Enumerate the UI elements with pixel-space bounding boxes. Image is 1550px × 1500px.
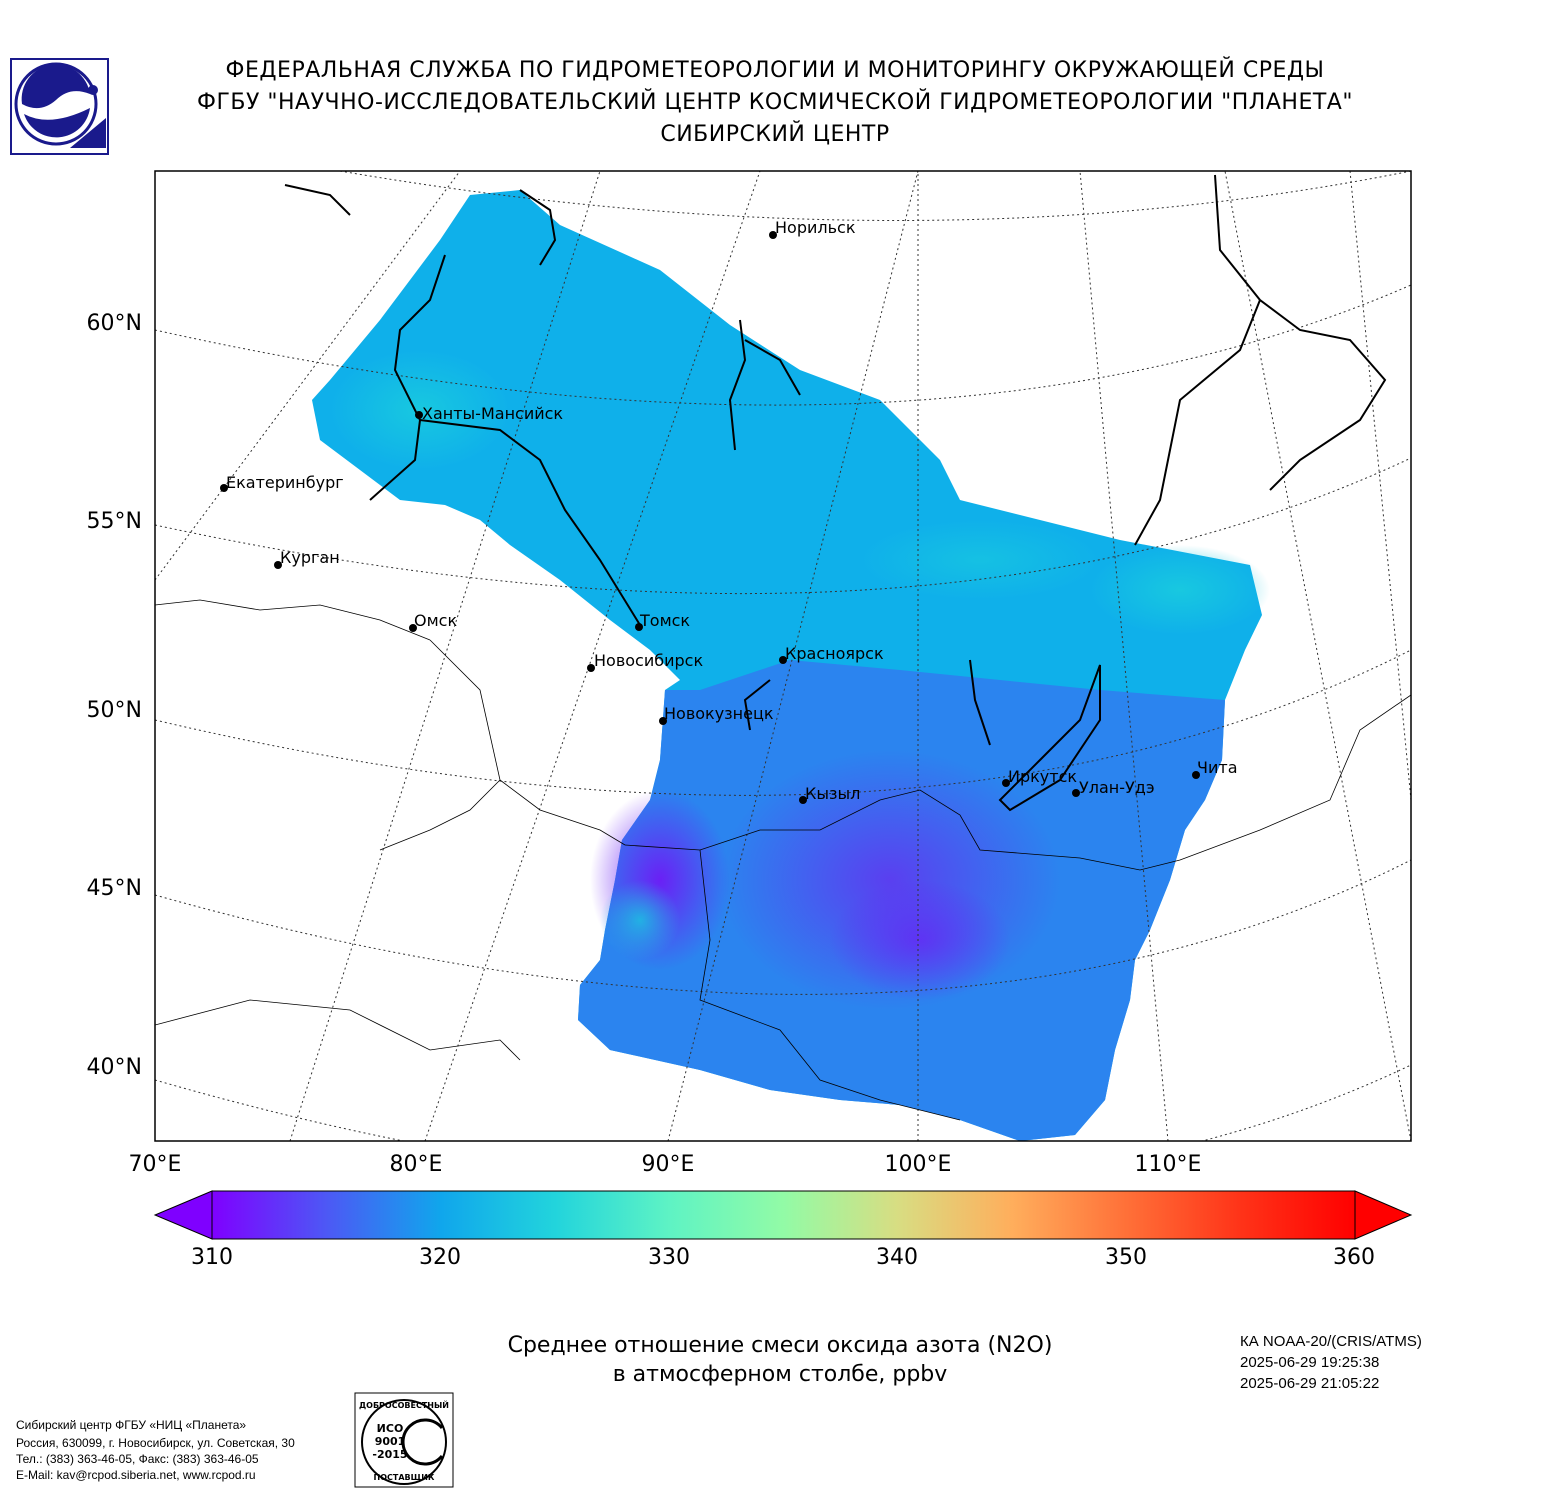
lon-label-100: 100°E	[884, 1152, 952, 1177]
footer-phone: Тел.: (383) 363-46-05, Факс: (383) 363-4…	[16, 1452, 259, 1466]
header-line-1: ФЕДЕРАЛЬНАЯ СЛУЖБА ПО ГИДРОМЕТЕОРОЛОГИИ …	[225, 58, 1325, 83]
colorbar-tick-360: 360	[1333, 1245, 1375, 1270]
colorbar	[153, 1190, 1413, 1240]
header-line-2: ФГБУ "НАУЧНО-ИССЛЕДОВАТЕЛЬСКИЙ ЦЕНТР КОС…	[197, 90, 1353, 115]
colorbar-tick-310: 310	[191, 1245, 233, 1270]
city-dot	[659, 717, 667, 725]
city-dot	[1002, 779, 1010, 787]
lon-label-70: 70°E	[128, 1152, 182, 1177]
city-label-kurgan: Курган	[280, 548, 340, 567]
satellite-name: КА NOAA-20/(CRIS/ATMS)	[1240, 1333, 1422, 1350]
city-label-norilsk: Норильск	[775, 218, 856, 237]
city-label-ekaterinburg: Екатеринбург	[226, 473, 344, 492]
city-dot	[409, 624, 417, 632]
lon-label-90: 90°E	[641, 1152, 695, 1177]
map-frame	[154, 170, 1412, 1142]
svg-text:ИСО: ИСО	[377, 1422, 404, 1435]
city-label-tomsk: Томск	[640, 611, 691, 630]
city-dot	[779, 656, 787, 664]
satellite-end-time: 2025-06-29 21:05:22	[1240, 1375, 1380, 1392]
lat-label-55: 55°N	[86, 509, 142, 534]
city-label-omsk: Омск	[414, 611, 458, 630]
city-label-chita: Чита	[1197, 758, 1238, 777]
colorbar-tick-330: 330	[648, 1245, 690, 1270]
city-dot	[635, 623, 643, 631]
roshydromet-logo	[10, 58, 109, 155]
svg-text:-2015: -2015	[372, 1448, 407, 1461]
satellite-start-time: 2025-06-29 19:25:38	[1240, 1354, 1380, 1371]
city-dot	[220, 484, 228, 492]
map-title-line-2: в атмосферном столбе, ppbv	[612, 1362, 948, 1387]
city-dot	[274, 561, 282, 569]
lon-label-110: 110°E	[1134, 1152, 1202, 1177]
footer-org: Сибирский центр ФГБУ «НИЦ «Планета»	[16, 1418, 247, 1432]
lat-label-45: 45°N	[86, 876, 142, 901]
city-label-krasnoyarsk: Красноярск	[785, 644, 884, 663]
city-dot	[769, 231, 777, 239]
colorbar-tick-350: 350	[1105, 1245, 1147, 1270]
city-dot	[415, 411, 423, 419]
svg-text:ПОСТАВЩИК: ПОСТАВЩИК	[374, 1473, 435, 1482]
city-label-kyzyl: Кызыл	[805, 784, 861, 803]
footer-address: Россия, 630099, г. Новосибирск, ул. Сове…	[16, 1436, 295, 1450]
city-dot	[799, 796, 807, 804]
city-label-irkutsk: Иркутск	[1008, 767, 1078, 786]
header-line-3: СИБИРСКИЙ ЦЕНТР	[660, 122, 890, 147]
lat-label-50: 50°N	[86, 698, 142, 723]
city-dot	[1072, 789, 1080, 797]
city-dot	[587, 664, 595, 672]
lat-label-40: 40°N	[86, 1055, 142, 1080]
lat-label-60: 60°N	[86, 311, 142, 336]
city-label-khanty-mansiysk: Ханты-Мансийск	[422, 404, 564, 423]
colorbar-tick-340: 340	[876, 1245, 918, 1270]
footer-email: E-Mail: kav@rcpod.siberia.net, www.rcpod…	[16, 1468, 256, 1482]
map-title-line-1: Среднее отношение смеси оксида азота (N2…	[507, 1333, 1053, 1358]
city-dot	[1192, 771, 1200, 779]
iso-stamp: ДОБРОСОВЕСТНЫЙ ИСО 9001 -2015 ПОСТАВЩИК	[354, 1392, 454, 1488]
svg-text:ДОБРОСОВЕСТНЫЙ: ДОБРОСОВЕСТНЫЙ	[359, 1399, 449, 1410]
svg-text:9001: 9001	[375, 1435, 406, 1448]
city-label-novosibirsk: Новосибирск	[594, 651, 704, 670]
city-label-ulan-ude: Улан-Удэ	[1079, 778, 1155, 797]
colorbar-tick-320: 320	[419, 1245, 461, 1270]
lon-label-80: 80°E	[389, 1152, 443, 1177]
city-label-novokuznetsk: Новокузнецк	[664, 704, 774, 723]
